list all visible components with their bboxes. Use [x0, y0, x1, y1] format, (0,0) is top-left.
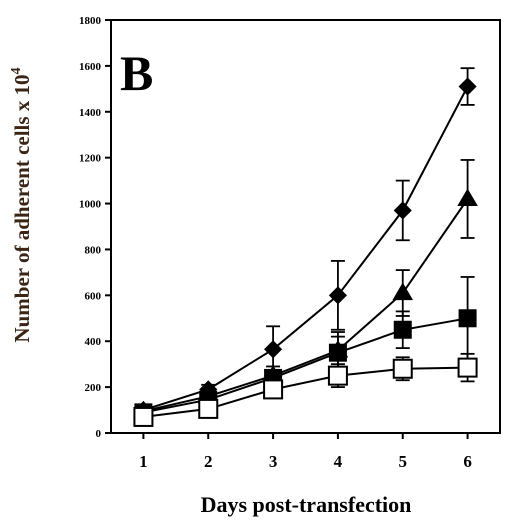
series-3-line: [143, 317, 468, 414]
series-1-point-4: [328, 286, 347, 305]
x-tick-label-1: 1: [139, 452, 148, 471]
y-axis-title-text: Number of adherent cells x 10: [10, 74, 34, 342]
series-4-line: [143, 366, 468, 418]
series-4-point-4: [327, 365, 348, 386]
series-1-point-3: [264, 340, 283, 359]
x-axis-title: Days post-transfection: [201, 492, 412, 517]
x-tick-label-4: 4: [334, 452, 343, 471]
y-tick-label-1400: 1400: [79, 107, 102, 119]
x-tick-label-6: 6: [463, 452, 472, 471]
y-tick-label-1600: 1600: [79, 61, 102, 73]
series-1-point-6: [458, 77, 477, 96]
y-axis-title-exponent: 4: [9, 67, 24, 74]
y-tick-label-1800: 1800: [79, 15, 102, 27]
series-4-point-6: [457, 357, 478, 378]
y-tick-label-1000: 1000: [79, 199, 102, 211]
y-tick-label-400: 400: [85, 336, 102, 348]
chart-marks: 0 200 400 600 800 1000 1200 1400 1600 1800 1 2 3 4 5 6: [79, 15, 501, 471]
y-tick-label-800: 800: [85, 244, 102, 256]
series-1-line: [143, 86, 469, 412]
series-2-point-5: [392, 282, 414, 301]
panel-label: B: [120, 45, 153, 101]
y-tick-label-600: 600: [85, 290, 102, 302]
plot-frame: [110, 19, 501, 434]
series-3-point-5: [393, 320, 412, 339]
series-4-point-5: [392, 358, 413, 379]
y-tick-label-200: 200: [85, 382, 102, 394]
series-3-point-6: [458, 309, 477, 328]
x-tick-label-3: 3: [269, 452, 278, 471]
series-4-point-2: [198, 398, 219, 419]
series-3-point-4: [328, 343, 347, 362]
x-tick-label-2: 2: [204, 452, 213, 471]
series-2-point-6: [457, 188, 478, 207]
y-axis-title: Number of adherent cells x 104: [9, 67, 34, 342]
series-2-line: [143, 198, 469, 413]
series-4-point-3: [263, 379, 284, 400]
series-4-point-1: [133, 406, 154, 427]
x-tick-label-5: 5: [399, 452, 408, 471]
series-1-point-5: [393, 201, 412, 220]
y-tick-label-0: 0: [96, 428, 102, 440]
y-tick-label-1200: 1200: [79, 153, 102, 165]
